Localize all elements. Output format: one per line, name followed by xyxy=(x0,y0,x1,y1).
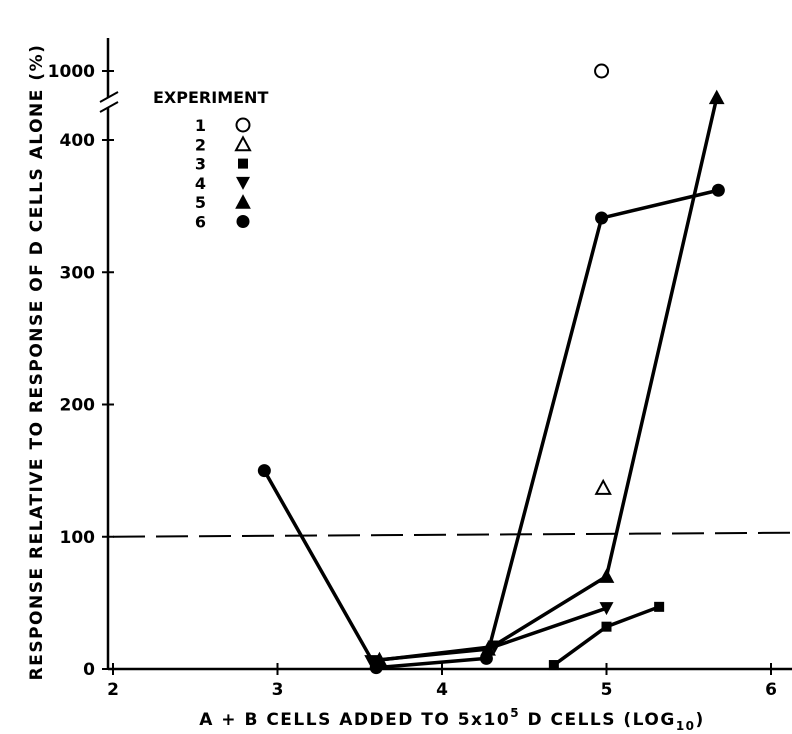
x-tick-label: 6 xyxy=(765,680,777,700)
point-exp-3 xyxy=(654,601,665,612)
legend-label-exp-3: 3 xyxy=(195,155,206,174)
series-layer xyxy=(257,63,725,675)
point-exp-6 xyxy=(257,464,271,478)
legend-marker-exp-5 xyxy=(235,194,251,209)
x-tick-label: 5 xyxy=(601,680,613,700)
axis-break-mark-2 xyxy=(99,101,119,113)
y-tick-label: 1000 xyxy=(48,62,95,82)
y-tick-label: 100 xyxy=(60,528,96,548)
y-tick-label: 300 xyxy=(60,263,96,283)
series-line-exp-6 xyxy=(262,188,719,670)
x-axis-title-sub: 10 xyxy=(676,719,696,733)
point-exp-6 xyxy=(595,211,609,225)
point-exp-4 xyxy=(599,602,614,616)
y-axis-title: RESPONSE RELATIVE TO RESPONSE OF D CELLS… xyxy=(27,44,47,681)
x-axis-title-end: ) xyxy=(696,710,705,730)
legend-label-exp-6: 6 xyxy=(195,213,206,232)
x-tick-label: 3 xyxy=(272,680,284,700)
series-lines xyxy=(262,97,719,670)
legend-marker-exp-4 xyxy=(236,176,250,190)
point-exp-3 xyxy=(548,660,559,671)
series-line-exp-3 xyxy=(552,605,660,667)
x-tick-label: 2 xyxy=(107,680,119,700)
x-tick-label: 4 xyxy=(436,680,448,700)
point-exp-6 xyxy=(479,651,493,665)
x-axis-title-sup: 5 xyxy=(510,706,520,720)
x-axis-title: A + B CELLS ADDED TO 5x105 D CELLS (LOG1… xyxy=(199,706,705,733)
legend-marker-exp-1 xyxy=(235,117,251,133)
legend-title: EXPERIMENT xyxy=(153,88,268,107)
legend-label-exp-4: 4 xyxy=(195,174,206,193)
point-exp-6 xyxy=(711,183,725,197)
point-exp-4 xyxy=(487,640,502,654)
legend-marker-exp-6 xyxy=(236,215,250,228)
legend-marker-exp-3 xyxy=(238,158,248,169)
y-tick-label: 0 xyxy=(83,660,95,680)
point-exp-5 xyxy=(708,89,725,105)
x-axis-title-mid: D CELLS (LOG xyxy=(520,710,676,730)
y-tick-label: 400 xyxy=(60,131,96,151)
axis-break-mark-1 xyxy=(99,91,119,103)
series-points xyxy=(257,63,725,675)
point-exp-3 xyxy=(601,621,612,632)
point-exp-6 xyxy=(369,661,383,675)
point-exp-4 xyxy=(364,655,379,669)
reference-line-group xyxy=(112,531,792,538)
point-exp-5 xyxy=(598,568,615,583)
x-axis-title-main: A + B CELLS ADDED TO 5x10 xyxy=(199,710,510,730)
series-line-exp-5 xyxy=(379,97,719,662)
legend-label-exp-1: 1 xyxy=(195,116,206,135)
legend-label-exp-2: 2 xyxy=(195,135,206,154)
y-tick-label: 200 xyxy=(60,396,96,416)
legend-marker-exp-2 xyxy=(234,135,252,152)
reference-line xyxy=(112,531,792,538)
legend-label-exp-5: 5 xyxy=(195,193,206,212)
point-exp-2 xyxy=(594,478,612,495)
point-exp-1 xyxy=(594,63,610,79)
